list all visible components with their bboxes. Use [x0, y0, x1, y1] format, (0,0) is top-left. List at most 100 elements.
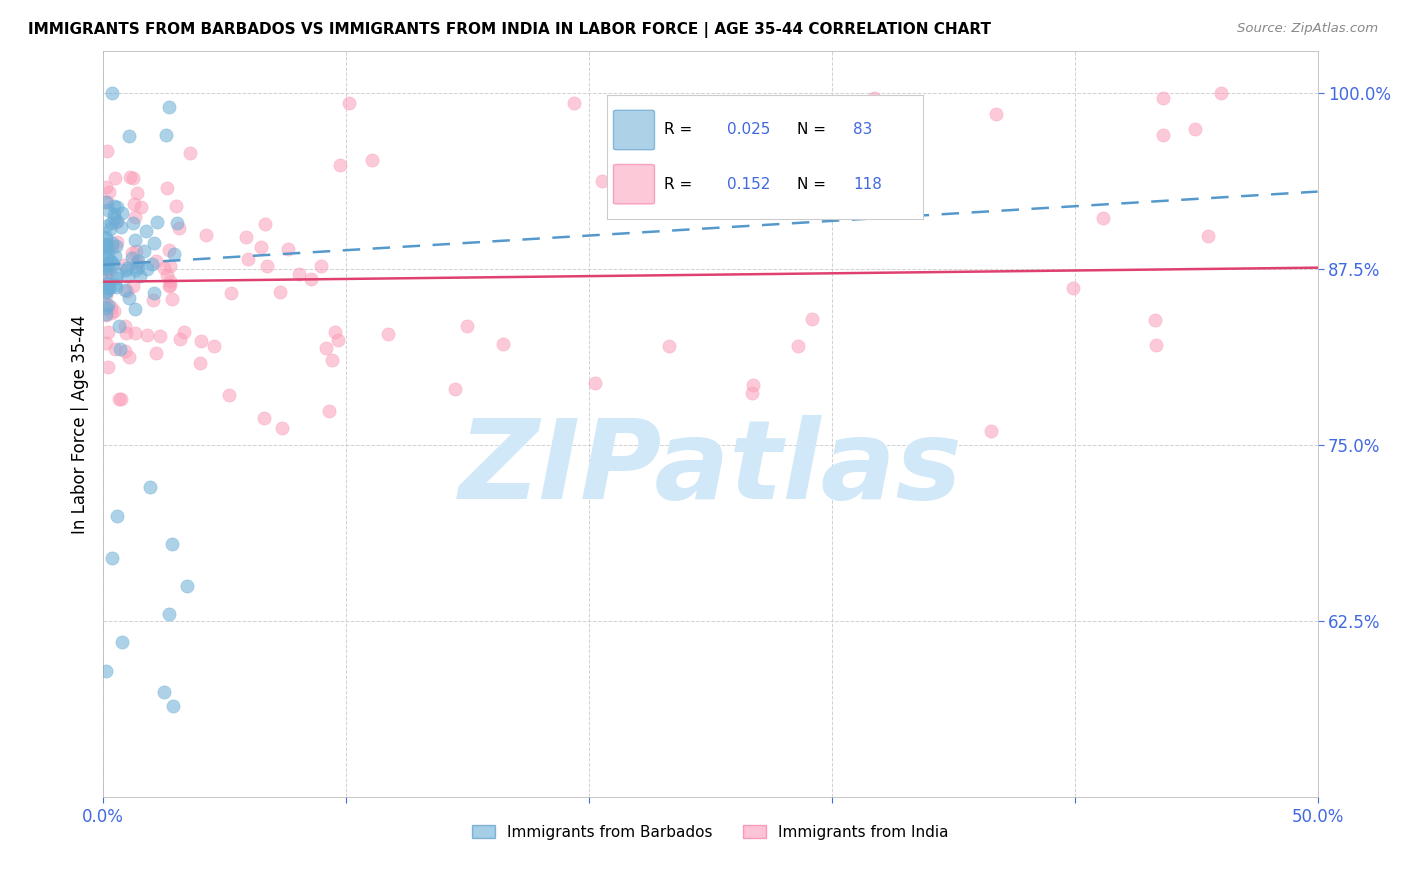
- Point: [118, 129, 141, 144]
- Legend: Immigrants from Barbados, Immigrants from India: Immigrants from Barbados, Immigrants fro…: [465, 819, 955, 846]
- Point: [190, 334, 212, 348]
- Point: [115, 284, 138, 298]
- Point: [94, 236, 117, 251]
- Point: [105, 508, 128, 523]
- Point: [583, 376, 606, 390]
- Point: [97, 298, 120, 312]
- Point: [235, 230, 257, 244]
- Point: [127, 260, 149, 274]
- Point: [94, 283, 117, 297]
- Point: [96, 308, 118, 322]
- Point: [146, 215, 169, 229]
- Point: [94, 664, 117, 678]
- Point: [100, 550, 122, 565]
- Point: [97, 281, 120, 295]
- Point: [863, 91, 886, 105]
- Point: [94, 180, 117, 194]
- Text: ZIPatlas: ZIPatlas: [458, 416, 962, 523]
- Point: [125, 244, 148, 259]
- Point: [94, 285, 117, 299]
- Point: [122, 216, 145, 230]
- Point: [104, 277, 127, 292]
- Point: [101, 255, 124, 269]
- Point: [121, 251, 143, 265]
- Point: [110, 392, 132, 407]
- Point: [94, 285, 117, 300]
- Point: [127, 186, 149, 200]
- Point: [110, 219, 132, 234]
- Point: [271, 421, 294, 435]
- Point: [1209, 86, 1232, 100]
- Point: [114, 344, 136, 359]
- Point: [658, 95, 681, 110]
- Point: [129, 268, 152, 283]
- Point: [96, 240, 118, 254]
- Point: [94, 298, 117, 312]
- Point: [111, 206, 134, 220]
- Point: [250, 240, 273, 254]
- Point: [984, 107, 1007, 121]
- Point: [122, 278, 145, 293]
- Point: [801, 312, 824, 326]
- Point: [120, 169, 142, 184]
- Point: [166, 199, 188, 213]
- Point: [166, 216, 188, 230]
- Point: [98, 264, 121, 278]
- Point: [103, 198, 125, 212]
- Point: [159, 277, 181, 292]
- Point: [94, 263, 117, 277]
- Point: [104, 215, 127, 229]
- Point: [101, 240, 124, 254]
- Point: [1144, 338, 1167, 352]
- Point: [329, 158, 352, 172]
- Point: [100, 300, 122, 314]
- Point: [156, 180, 179, 194]
- Point: [105, 267, 128, 281]
- Point: [786, 339, 808, 353]
- Point: [132, 244, 155, 259]
- Point: [900, 153, 922, 167]
- Point: [167, 221, 190, 235]
- Point: [269, 285, 291, 299]
- Point: [105, 200, 128, 214]
- Point: [94, 336, 117, 351]
- Point: [94, 262, 117, 277]
- Point: [129, 200, 152, 214]
- Point: [980, 424, 1002, 438]
- Point: [169, 332, 191, 346]
- Point: [124, 211, 146, 225]
- Point: [179, 146, 201, 161]
- Point: [195, 228, 218, 243]
- Point: [163, 247, 186, 261]
- Point: [94, 237, 117, 252]
- Point: [94, 219, 117, 233]
- Point: [103, 211, 125, 226]
- Point: [443, 382, 465, 396]
- Point: [153, 261, 176, 276]
- Point: [155, 128, 177, 143]
- Point: [108, 392, 131, 407]
- Point: [127, 253, 149, 268]
- Point: [97, 360, 120, 375]
- Point: [104, 249, 127, 263]
- Point: [492, 336, 515, 351]
- Point: [114, 283, 136, 297]
- Point: [162, 698, 184, 713]
- Point: [456, 319, 478, 334]
- Text: IMMIGRANTS FROM BARBADOS VS IMMIGRANTS FROM INDIA IN LABOR FORCE | AGE 35-44 COR: IMMIGRANTS FROM BARBADOS VS IMMIGRANTS F…: [28, 22, 991, 38]
- Point: [96, 230, 118, 244]
- Point: [94, 195, 117, 210]
- Point: [105, 239, 128, 253]
- Point: [100, 235, 122, 250]
- Point: [114, 263, 136, 277]
- Point: [318, 404, 340, 418]
- Point: [135, 224, 157, 238]
- Point: [97, 185, 120, 199]
- Point: [591, 174, 613, 188]
- Point: [121, 246, 143, 260]
- Point: [202, 339, 225, 353]
- Point: [328, 333, 350, 347]
- Point: [136, 262, 159, 277]
- Point: [111, 635, 134, 649]
- Point: [219, 286, 242, 301]
